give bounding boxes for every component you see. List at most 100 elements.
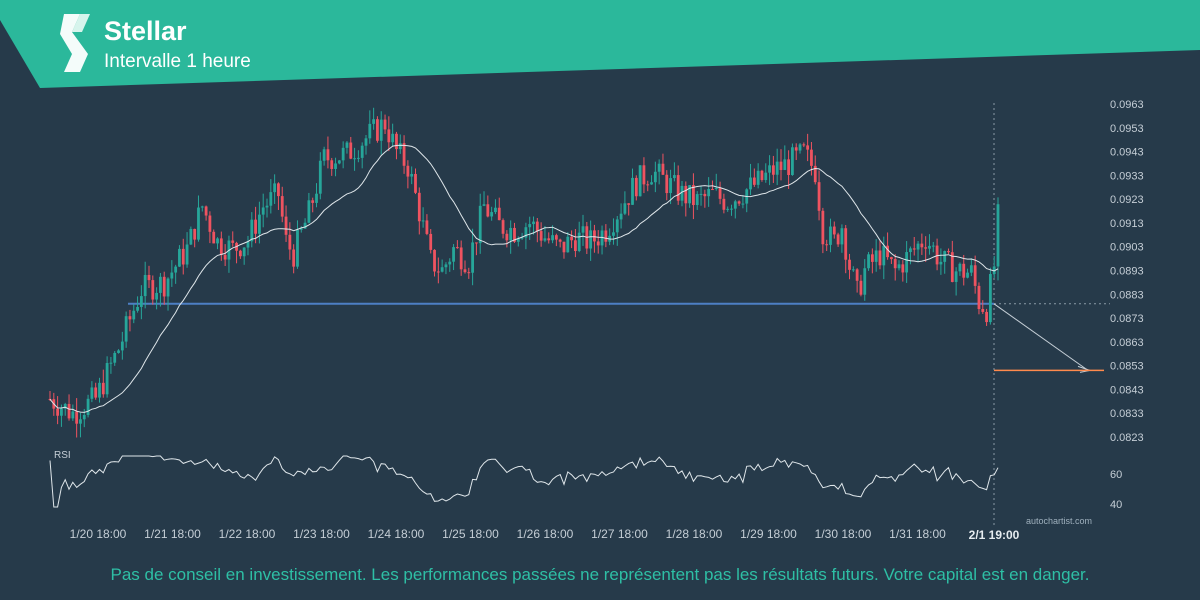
candle-body [642,165,646,185]
candle-body [707,189,711,197]
candle-body [113,352,117,363]
candle-body [360,145,364,158]
candle-body [326,149,330,161]
candle-body [288,234,292,250]
candle-body [981,308,985,312]
candle-body [554,235,558,240]
chart-title: Stellar [104,16,187,46]
candle-body [387,129,391,143]
candle-body [475,242,478,244]
candle-body [958,263,962,272]
candle-body [356,157,360,159]
candle-body [197,207,200,240]
price-tick-label: 0.0823 [1110,432,1144,444]
candle-body [665,174,669,194]
candle-body [368,123,372,139]
candle-body [867,254,870,269]
candle-body [947,251,950,253]
candle-body [752,177,756,185]
candle-body [832,226,836,235]
candle-body [273,183,277,193]
candle-body [296,229,299,267]
candle-body [299,228,303,230]
candle-body [353,158,356,160]
candle-body [783,159,787,170]
candle-body [307,200,311,223]
time-tick-label: 1/26 18:00 [517,527,574,541]
price-tick-label: 0.0843 [1110,384,1144,396]
candle-body [318,160,322,194]
price-tick-label: 0.0943 [1110,147,1144,159]
candle-body [79,419,82,424]
projection-arrow [993,303,1089,371]
price-tick-label: 0.0933 [1110,170,1144,182]
candle-body [977,285,981,309]
candle-body [798,144,802,151]
time-tick-label: 1/28 18:00 [666,527,723,541]
candle-body [730,208,733,210]
candle-body [212,231,216,244]
candle-body [771,165,775,175]
candle-body [379,119,383,141]
candle-body [467,272,471,274]
time-tick-label: 1/29 18:00 [740,527,797,541]
candle-body [619,213,623,220]
candle-body [623,203,627,214]
candle-body [897,264,901,269]
candle-body [703,193,707,197]
disclaimer-text: Pas de conseil en investissement. Les pe… [110,565,1090,584]
candle-body [372,119,376,124]
candle-body [821,210,825,245]
candle-body [143,274,147,297]
candle-body [669,178,672,194]
candle-body [257,214,261,234]
candle-body [737,201,741,204]
price-tick-label: 0.0833 [1110,408,1144,420]
candle-body [988,274,992,323]
candle-body [349,142,353,159]
candle-body [714,187,718,190]
chart-subtitle: Intervalle 1 heure [104,51,251,72]
candle-body [935,245,939,265]
candle-body [943,251,947,262]
price-tick-label: 0.0873 [1110,313,1144,325]
candle-body [760,170,764,181]
candle-body [482,204,486,206]
candle-body [505,233,509,241]
candle-body [128,316,132,320]
candle-body [189,228,193,245]
candle-body [874,250,878,262]
candle-body [912,248,916,250]
candle-body [383,119,387,130]
candle-body [543,238,547,241]
candle-body [848,259,851,270]
rsi-tick-label: 40 [1110,499,1122,511]
candle-body [878,250,882,266]
candle-body [661,163,665,175]
candle-body [376,119,379,141]
candle-body [634,177,638,197]
candle-body [277,183,280,197]
candle-body [117,350,120,353]
candle-body [292,249,296,267]
candle-body [330,160,334,169]
candle-body [985,311,988,323]
candle-body [653,171,657,183]
candle-body [513,227,516,242]
candle-body [901,264,905,273]
price-tick-label: 0.0903 [1110,242,1144,254]
candle-body [768,165,771,173]
candle-body [322,149,326,161]
candle-body [60,408,63,416]
candle-body [791,147,794,176]
candle-body [566,236,570,253]
candle-body [672,175,676,179]
candle-body [928,245,931,249]
candle-body [806,145,810,150]
candle-body [166,278,170,297]
candle-body [870,254,874,262]
candle-body [452,247,455,262]
time-tick-label: 1/31 18:00 [889,527,946,541]
candle-body [916,243,920,250]
